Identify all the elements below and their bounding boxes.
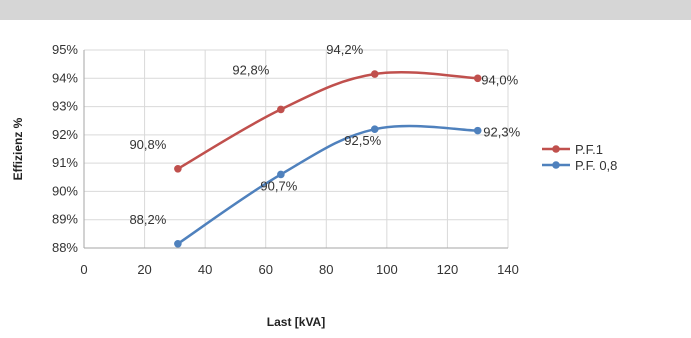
y-tick-label: 88% <box>52 240 78 255</box>
legend-marker <box>552 145 560 153</box>
y-tick-label: 89% <box>52 212 78 227</box>
header-band <box>0 0 691 20</box>
data-point <box>174 239 182 248</box>
x-tick-label: 40 <box>198 262 212 277</box>
series-line <box>177 124 478 245</box>
data-point <box>473 74 482 83</box>
y-tick-label: 93% <box>52 99 78 114</box>
data-point <box>174 165 182 173</box>
data-point <box>370 70 379 78</box>
data-point <box>277 105 285 114</box>
x-tick-label: 0 <box>80 262 87 277</box>
x-axis-title: Last [kVA] <box>267 315 325 329</box>
y-axis-ticks: 88% 89% 90% 91% 92% 93% 94% 95% <box>52 42 78 255</box>
data-label: 92,8% <box>232 62 269 77</box>
data-label: 90,8% <box>129 137 166 152</box>
y-tick-label: 95% <box>52 42 78 57</box>
y-tick-label: 92% <box>52 127 78 142</box>
grid-lines <box>83 49 509 249</box>
x-tick-label: 60 <box>258 262 272 277</box>
data-label: 88,2% <box>129 212 166 227</box>
data-point <box>473 126 482 135</box>
data-labels: 90,8% 92,8% 94,2% 94,0% 88,2% 90,7% 92,5% 92,3% <box>129 42 520 227</box>
x-tick-label: 80 <box>319 262 333 277</box>
y-tick-label: 90% <box>52 183 78 198</box>
legend-label: P.F.1 <box>575 142 603 157</box>
legend-marker <box>552 161 560 169</box>
x-tick-label: 100 <box>376 262 398 277</box>
data-label: 92,5% <box>344 133 381 148</box>
legend: P.F.1P.F. 0,8 <box>542 142 617 173</box>
data-label: 90,7% <box>260 178 297 193</box>
data-point <box>277 170 285 179</box>
y-axis-title: Effizienz % <box>11 117 25 180</box>
data-point <box>370 125 379 133</box>
series-group <box>174 70 482 248</box>
x-tick-label: 20 <box>137 262 151 277</box>
data-label: 94,2% <box>326 42 363 57</box>
x-tick-label: 120 <box>437 262 459 277</box>
data-label: 94,0% <box>481 72 518 87</box>
x-axis-ticks: 0 20 40 60 80 100 120 140 <box>80 262 518 277</box>
data-label: 92,3% <box>483 125 520 140</box>
y-tick-label: 91% <box>52 155 78 170</box>
x-tick-label: 140 <box>497 262 519 277</box>
y-tick-label: 94% <box>52 70 78 85</box>
legend-label: P.F. 0,8 <box>575 158 617 173</box>
series-line <box>177 71 478 170</box>
